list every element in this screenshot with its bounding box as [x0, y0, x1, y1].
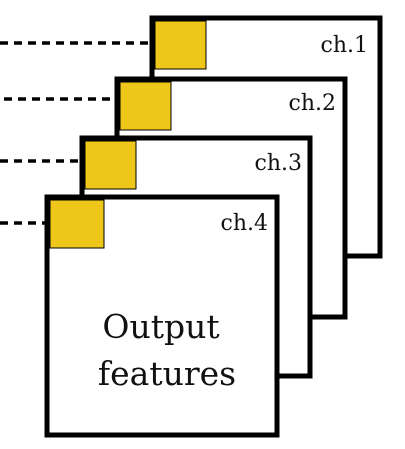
output-features-title-line2: features [98, 354, 236, 393]
channel-card-4: ch.4 Output features [44, 194, 280, 438]
channel-label: ch.1 [321, 33, 368, 58]
channel-label: ch.2 [289, 91, 336, 116]
feature-patch [154, 20, 207, 70]
output-features-title-line1: Output [102, 307, 219, 346]
dashed-connectors [0, 41, 152, 225]
feature-patch [119, 81, 172, 131]
channel-label: ch.4 [221, 211, 268, 236]
channel-label: ch.3 [255, 151, 302, 176]
feature-patch [84, 140, 137, 190]
feature-patch [49, 199, 105, 249]
